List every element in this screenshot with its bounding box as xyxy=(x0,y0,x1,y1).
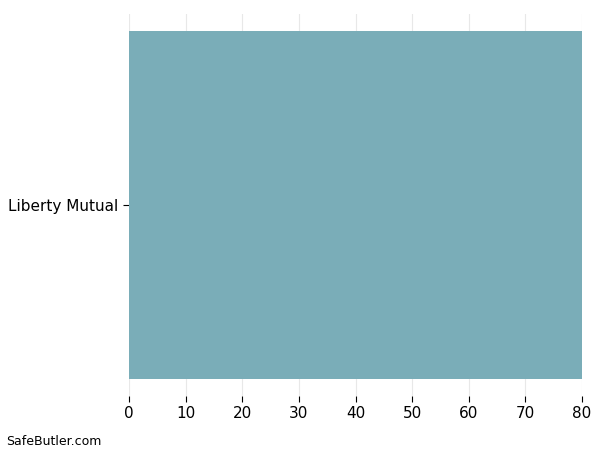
Text: SafeButler.com: SafeButler.com xyxy=(6,435,101,448)
